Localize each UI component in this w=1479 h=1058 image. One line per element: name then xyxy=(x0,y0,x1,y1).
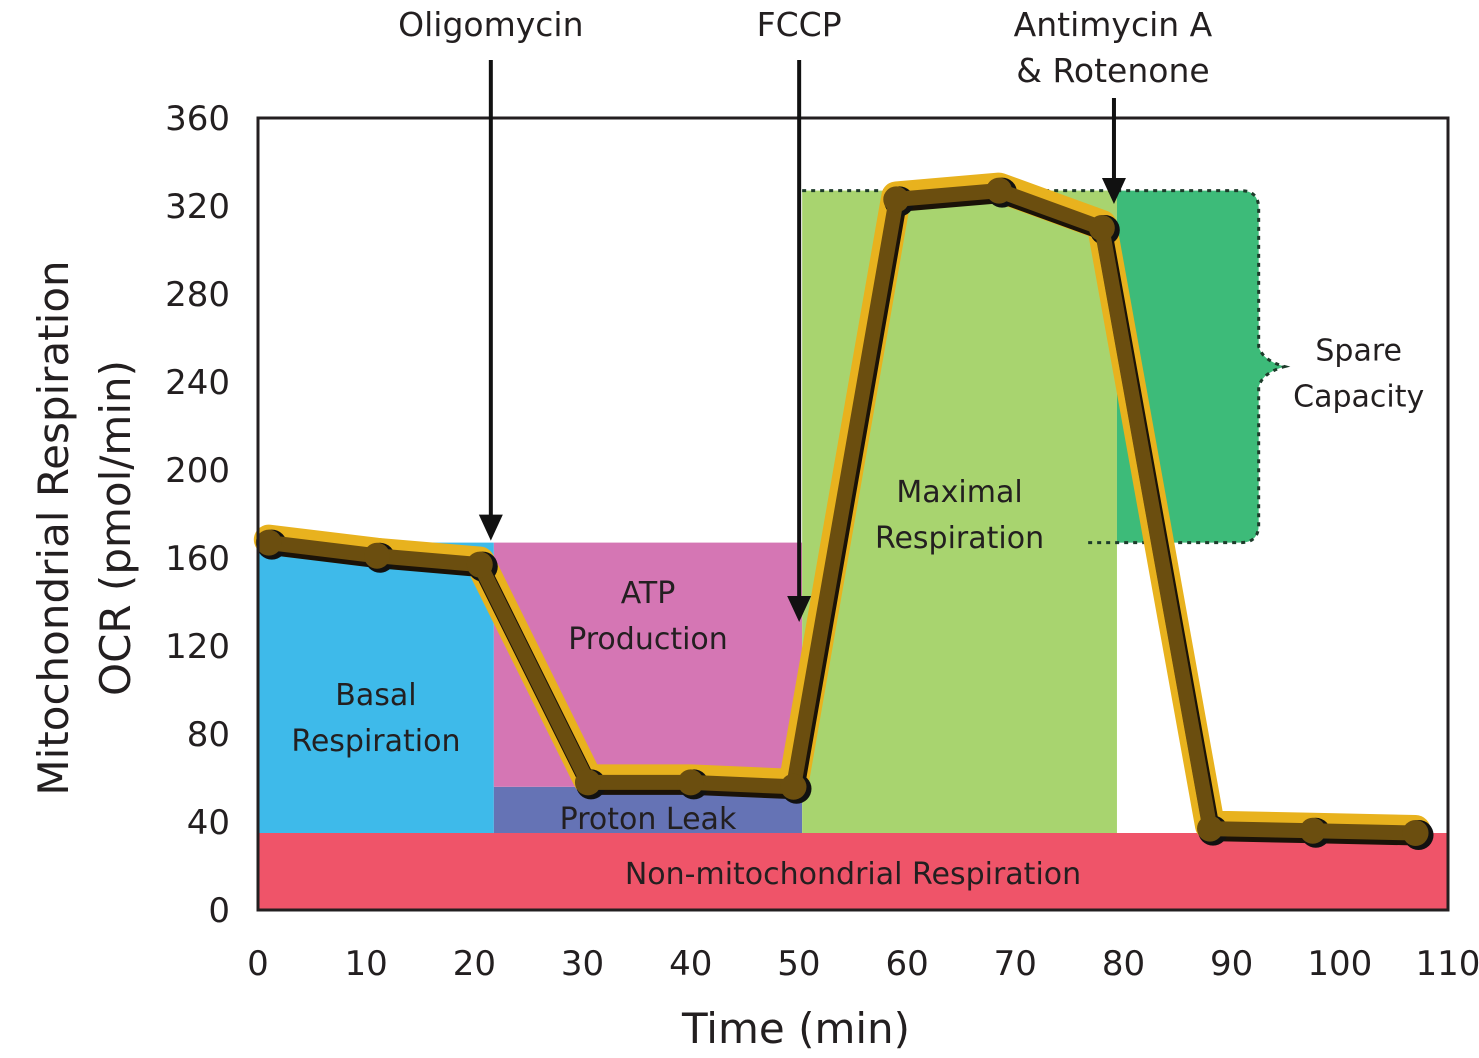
x-tick-label: 110 xyxy=(1416,944,1479,984)
x-tick-label: 80 xyxy=(1102,944,1145,984)
data-point xyxy=(1088,215,1115,241)
data-point xyxy=(1402,820,1429,846)
spare-capacity-outline xyxy=(802,189,1291,545)
x-tick-label: 50 xyxy=(777,944,820,984)
x-tick-label: 90 xyxy=(1210,944,1253,984)
region-spare-capacity xyxy=(1116,190,1285,543)
y-tick-label: 200 xyxy=(165,451,230,491)
data-point xyxy=(466,551,493,578)
region-non-mitochondrial xyxy=(258,833,1448,910)
x-tick-label: 10 xyxy=(345,944,388,984)
data-point xyxy=(780,773,807,800)
data-point xyxy=(1299,817,1326,844)
data-point xyxy=(883,186,910,213)
y-tick-label: 40 xyxy=(187,803,230,843)
data-point xyxy=(255,529,282,556)
arrow-head-antimycin-rotenone-icon xyxy=(1101,178,1126,204)
arrow-head-oligomycin-icon xyxy=(478,514,503,541)
y-tick-label: 240 xyxy=(165,363,230,403)
y-axis-title-line1: Mitochondrial Respiration xyxy=(29,260,78,795)
label-proton-leak: Proton Leak xyxy=(560,802,737,837)
x-tick-label: 100 xyxy=(1307,944,1372,984)
annotation-antimycin-rotenone-line1: Antimycin A xyxy=(1014,5,1213,44)
x-tick-label: 60 xyxy=(885,944,928,984)
data-point xyxy=(364,542,390,569)
x-tick-label: 40 xyxy=(669,944,712,984)
label-spare-capacity-line1: Spare xyxy=(1315,334,1402,369)
region-basal xyxy=(258,542,494,833)
label-maximal-line1: Maximal xyxy=(896,475,1022,510)
label-basal-line2: Respiration xyxy=(291,724,460,759)
label-atp-production-line2: Production xyxy=(568,622,728,657)
annotation-layer: Oligomycin FCCP Antimycin A & Rotenone xyxy=(398,5,1213,622)
data-point xyxy=(986,177,1013,204)
annotation-fccp-line1: FCCP xyxy=(757,5,842,44)
x-tick-label: 20 xyxy=(453,944,496,984)
y-tick-label: 320 xyxy=(165,187,230,227)
label-maximal-line2: Respiration xyxy=(875,521,1044,556)
series-line xyxy=(261,183,1424,841)
y-tick-label: 280 xyxy=(165,275,230,315)
annotation-antimycin-rotenone-line2: & Rotenone xyxy=(1016,51,1209,90)
y-tick-label: 160 xyxy=(165,539,230,579)
x-axis-title: Time (min) xyxy=(681,1004,910,1053)
y-axis-ticks: 0 40 80 120 160 200 240 280 320 360 xyxy=(165,99,230,931)
x-tick-label: 0 xyxy=(247,944,269,984)
arrow-head-fccp-icon xyxy=(787,596,812,622)
label-atp-production-line1: ATP xyxy=(621,576,676,611)
label-non-mitochondrial: Non-mitochondrial Respiration xyxy=(625,857,1081,892)
data-point xyxy=(677,769,704,796)
y-tick-label: 360 xyxy=(165,99,230,139)
plot-frame xyxy=(256,116,1450,912)
y-tick-label: 120 xyxy=(165,627,230,667)
spare-capacity-dotted-outline xyxy=(802,189,1291,545)
x-axis-ticks: 0 10 20 30 40 50 60 70 80 90 100 110 xyxy=(247,944,1479,984)
series-layer xyxy=(253,172,1434,850)
annotation-oligomycin-line1: Oligomycin xyxy=(398,5,583,44)
region-label-layer: Non-mitochondrial Respiration Basal Respir… xyxy=(291,334,1424,892)
x-tick-label: 70 xyxy=(994,944,1037,984)
data-point xyxy=(574,769,601,796)
y-axis-title-line2: OCR (pmol/min) xyxy=(91,360,140,696)
label-basal-line1: Basal xyxy=(335,678,416,713)
data-point xyxy=(1197,815,1223,842)
y-tick-label: 0 xyxy=(208,891,230,931)
label-spare-capacity-line2: Capacity xyxy=(1293,380,1424,415)
x-tick-label: 30 xyxy=(561,944,604,984)
y-tick-label: 80 xyxy=(187,715,230,755)
